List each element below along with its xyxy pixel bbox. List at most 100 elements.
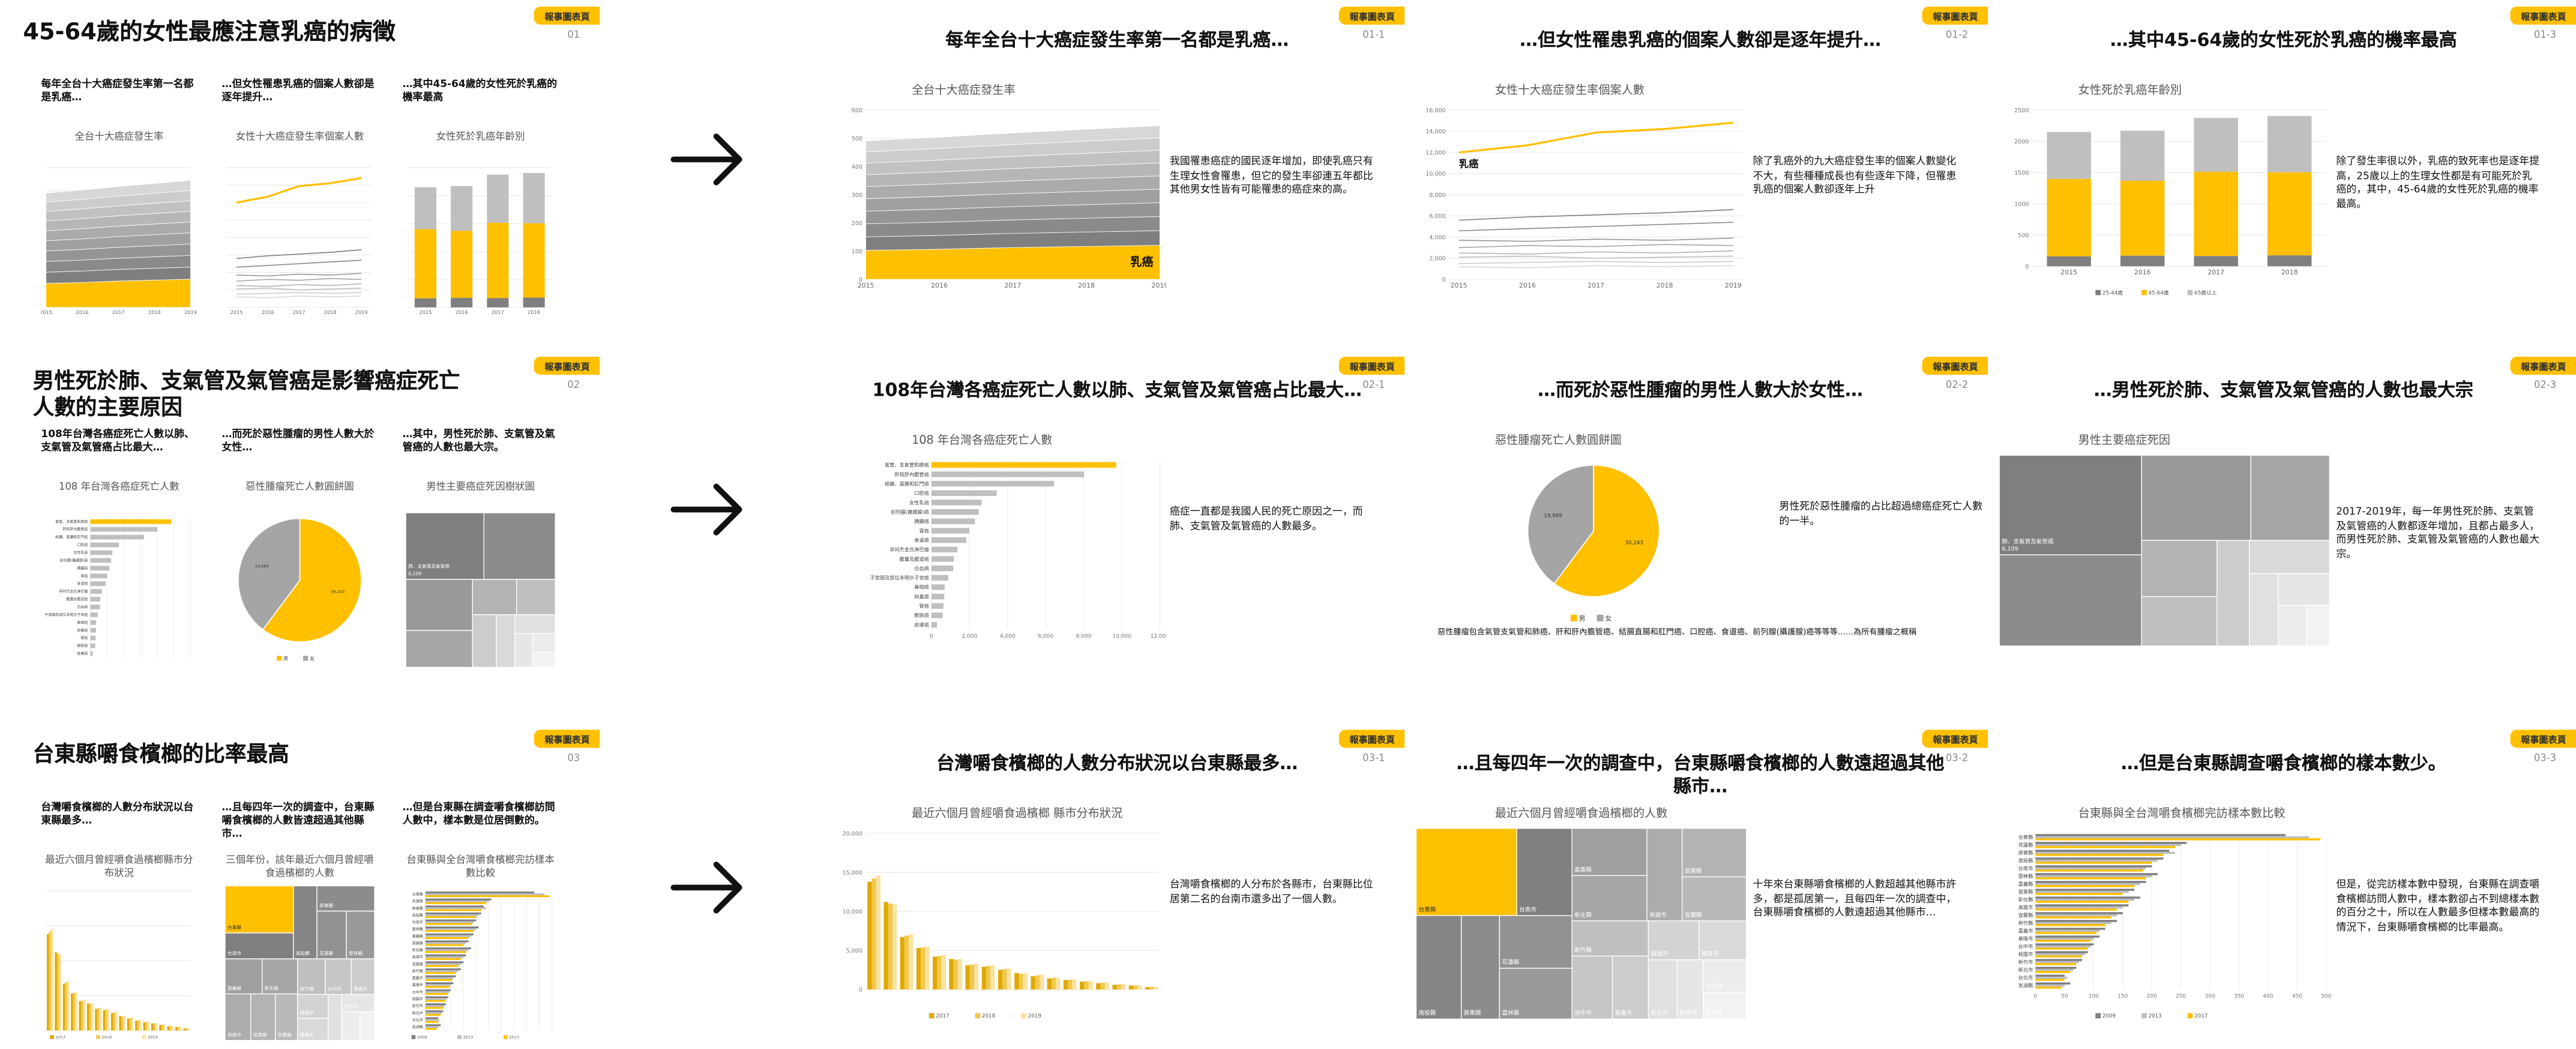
y-tick-label: 嘉義縣 bbox=[412, 934, 423, 939]
area bbox=[46, 180, 191, 203]
y-tick-label: 苗栗縣 bbox=[2018, 889, 2033, 895]
bar bbox=[90, 550, 113, 555]
bar bbox=[2035, 869, 2143, 872]
bar bbox=[59, 954, 62, 1031]
y-tick-label: 腎癌 bbox=[919, 603, 929, 609]
bar bbox=[425, 916, 477, 918]
line bbox=[1458, 209, 1733, 221]
legend-swatch bbox=[1570, 614, 1577, 621]
bar bbox=[425, 921, 474, 924]
bar bbox=[1014, 973, 1019, 990]
bar bbox=[185, 1028, 188, 1031]
y-tick-label: 卵巢癌 bbox=[77, 628, 88, 633]
y-tick-label: 卵巢癌 bbox=[914, 593, 929, 599]
bar bbox=[1100, 982, 1105, 990]
bar bbox=[135, 1020, 137, 1031]
cell-label: 宜蘭縣 bbox=[278, 1032, 292, 1038]
x-tick-label: 2016 bbox=[931, 282, 948, 289]
treemap-cell bbox=[1999, 554, 2142, 647]
bar bbox=[2035, 971, 2071, 973]
y-tick-label: 基隆市 bbox=[2018, 936, 2033, 942]
legend-label: 2009 bbox=[417, 1035, 427, 1039]
chart-title: 惡性腫瘤死亡人數圓餅圖 bbox=[1494, 434, 1622, 447]
slide-number: 03-1 bbox=[1362, 752, 1385, 764]
treemap-cell bbox=[316, 885, 375, 912]
bar bbox=[931, 612, 943, 618]
bar bbox=[974, 963, 979, 990]
treemap-cell bbox=[274, 993, 298, 1041]
overview-slide: 報事圖表頁 03 台東縣嚼食檳榔的比率最高 台灣嚼食檳榔的人數分布狀況以台東縣最多… …… bbox=[0, 723, 600, 1048]
bar bbox=[425, 944, 464, 946]
cell-label: 台南市 bbox=[227, 950, 241, 956]
bar-segment bbox=[414, 187, 437, 229]
cell-label: 屏東縣 bbox=[1464, 1009, 1481, 1017]
treemap-cell bbox=[1460, 915, 1500, 1020]
y-tick-label: 腎癌 bbox=[80, 636, 88, 641]
bar bbox=[425, 928, 477, 931]
bar-segment bbox=[2047, 132, 2091, 179]
y-tick-label: 皮膚癌 bbox=[914, 621, 929, 627]
treemap-cell bbox=[2248, 573, 2279, 647]
chart: 0 100 200 300 400 500 600 乳癌 2015 2016 2017 2018 201… bbox=[852, 107, 1167, 289]
treemap-cell bbox=[293, 885, 317, 960]
legend-swatch bbox=[975, 1013, 981, 1018]
slide-tag: 報事圖表頁 bbox=[1340, 730, 1405, 748]
y-tick-label: 宜蘭縣 bbox=[2018, 912, 2033, 918]
treemap-cell bbox=[325, 958, 352, 995]
y-tick-label: 膀胱癌 bbox=[914, 612, 929, 618]
y-tick-label: 白血病 bbox=[77, 605, 88, 609]
bar bbox=[119, 1015, 121, 1031]
bar bbox=[123, 1015, 126, 1031]
bar bbox=[2035, 854, 2164, 856]
y-tick-label: 子宮頸及部位未明示子宮癌 bbox=[870, 575, 928, 581]
slide-number: 03 bbox=[567, 752, 580, 764]
bar bbox=[90, 542, 119, 548]
treemap-cell bbox=[2250, 455, 2331, 541]
pie-slice bbox=[262, 518, 363, 642]
bar-segment bbox=[487, 222, 509, 298]
y-tick-label: 鼻咽癌 bbox=[914, 584, 929, 590]
x-tick-label: 2017 bbox=[293, 309, 305, 315]
slide-number: 02-2 bbox=[1945, 379, 1969, 391]
bar bbox=[931, 471, 1085, 477]
bar bbox=[998, 970, 1003, 990]
cell-label: 苗栗縣 bbox=[1685, 868, 1702, 874]
y-tick-label: 16,000 bbox=[1425, 107, 1446, 114]
y-tick-label: 嘉義縣 bbox=[2018, 881, 2033, 887]
bar bbox=[425, 933, 474, 936]
bar bbox=[425, 1017, 439, 1020]
bar bbox=[425, 954, 466, 957]
note: 惡性腫瘤包含氣管支氣管和肺癌、肝和肝內膽管癌、結腸直腸和肛門癌、口腔癌、食道癌、… bbox=[1437, 629, 1917, 638]
bar bbox=[425, 926, 479, 929]
detail-slide: 報事圖表頁 02-2 …而死於惡性腫瘤的男性人數大於女性… 惡性腫瘤死亡人數圓餅圖 30… bbox=[1404, 350, 1988, 687]
y-tick-label: 非何杰金氏淋巴瘤 bbox=[889, 546, 929, 552]
legend-label: 2019 bbox=[1028, 1014, 1041, 1020]
bar bbox=[425, 900, 489, 902]
legend-label: 45-64歲 bbox=[2148, 289, 2168, 296]
cell-label: 桃園市 bbox=[1651, 951, 1669, 958]
y-tick-label: 2,000 bbox=[1429, 256, 1445, 262]
bar bbox=[981, 967, 987, 990]
y-tick-label: 花蓮縣 bbox=[2018, 842, 2033, 848]
slide-title: 每年全台十大癌症發生率第一名都是乳癌… bbox=[945, 29, 1289, 51]
treemap-cell bbox=[328, 994, 343, 1041]
y-tick-label: 苗栗縣 bbox=[412, 941, 423, 946]
slide-title: 108年台灣各癌症死亡人數以肺、支氣管及氣管癌占比最大… bbox=[872, 379, 1362, 401]
slide-number: 03-3 bbox=[2533, 752, 2557, 764]
bar bbox=[425, 956, 464, 958]
x-tick-label: 2017 bbox=[112, 309, 125, 315]
bar bbox=[131, 1017, 134, 1031]
bar bbox=[425, 893, 545, 895]
chart-title: 全台十大癌症發生率 bbox=[912, 83, 1016, 97]
chart-title: 惡性腫瘤死亡人數圓餅圖 bbox=[245, 482, 354, 494]
area bbox=[865, 125, 1160, 153]
chart: 30,243 19,989 男 女 bbox=[1527, 464, 1660, 623]
y-tick-label: 皮膚癌 bbox=[77, 651, 88, 656]
y-tick-label: 雲林縣 bbox=[412, 927, 423, 932]
chart: 0 5,000 10,000 15,000 20,000 2017 2018 2019 bbox=[843, 830, 1160, 1020]
legend-swatch bbox=[50, 1035, 55, 1039]
y-tick-label: 食道癌 bbox=[914, 537, 929, 543]
treemap-cell bbox=[2248, 540, 2331, 575]
